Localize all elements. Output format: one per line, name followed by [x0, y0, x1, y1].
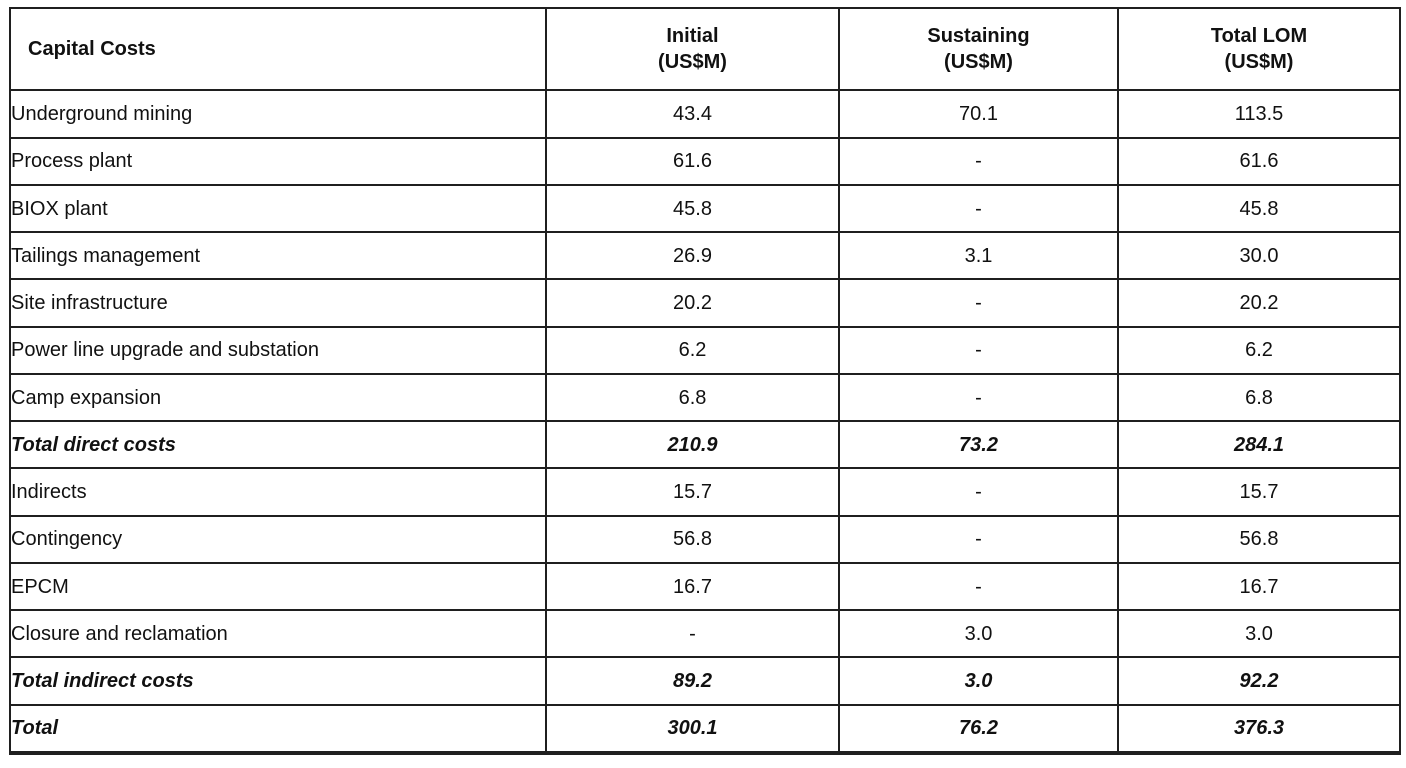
sustaining-value: -: [838, 514, 1119, 564]
capital-costs-table: Capital Costs Initial (US$M) Sustaining …: [9, 6, 1401, 755]
row-label: Indirects: [9, 467, 547, 517]
total-lom-value: 45.8: [1117, 183, 1401, 234]
sustaining-value: 73.2: [838, 420, 1119, 470]
sustaining-value: -: [838, 183, 1119, 234]
row-label: Camp expansion: [9, 372, 547, 423]
sustaining-value: -: [838, 372, 1119, 423]
row-label: Process plant: [9, 136, 547, 186]
sustaining-value: 70.1: [838, 89, 1119, 139]
initial-value: 20.2: [545, 278, 840, 328]
row-label: BIOX plant: [9, 183, 547, 234]
sustaining-value: 3.0: [838, 609, 1119, 659]
table-row: Contingency 56.8 - 56.8: [9, 514, 1401, 564]
row-label: Closure and reclamation: [9, 609, 547, 659]
header-sustaining: Sustaining (US$M): [838, 6, 1119, 92]
table-row: Process plant 61.6 - 61.6: [9, 136, 1401, 186]
total-lom-value: 20.2: [1117, 278, 1401, 328]
initial-value: 16.7: [545, 561, 840, 612]
sustaining-value: -: [838, 467, 1119, 517]
total-lom-value: 30.0: [1117, 231, 1401, 281]
total-lom-value: 61.6: [1117, 136, 1401, 186]
total-lom-value: 16.7: [1117, 561, 1401, 612]
initial-value: 6.8: [545, 372, 840, 423]
table-row: Tailings management 26.9 3.1 30.0: [9, 231, 1401, 281]
initial-value: 56.8: [545, 514, 840, 564]
sustaining-value: -: [838, 278, 1119, 328]
row-label: Total direct costs: [9, 420, 547, 470]
initial-value: -: [545, 609, 840, 659]
initial-value: 45.8: [545, 183, 840, 234]
table-row: EPCM 16.7 - 16.7: [9, 561, 1401, 612]
total-lom-value: 15.7: [1117, 467, 1401, 517]
table-row: Underground mining 43.4 70.1 113.5: [9, 89, 1401, 139]
row-label: Total indirect costs: [9, 656, 547, 706]
total-lom-value: 56.8: [1117, 514, 1401, 564]
table-row: Closure and reclamation - 3.0 3.0: [9, 609, 1401, 659]
sustaining-value: 3.0: [838, 656, 1119, 706]
header-initial: Initial (US$M): [545, 6, 840, 92]
total-lom-value: 6.8: [1117, 372, 1401, 423]
sustaining-value: 76.2: [838, 703, 1119, 755]
initial-value: 210.9: [545, 420, 840, 470]
row-label: Site infrastructure: [9, 278, 547, 328]
total-lom-value: 92.2: [1117, 656, 1401, 706]
total-lom-value: 284.1: [1117, 420, 1401, 470]
row-label: EPCM: [9, 561, 547, 612]
total-lom-value: 3.0: [1117, 609, 1401, 659]
table-row-grand-total: Total 300.1 76.2 376.3: [9, 703, 1401, 755]
table-header-row: Capital Costs Initial (US$M) Sustaining …: [9, 6, 1401, 92]
initial-value: 26.9: [545, 231, 840, 281]
initial-value: 300.1: [545, 703, 840, 755]
row-label: Contingency: [9, 514, 547, 564]
total-lom-value: 6.2: [1117, 325, 1401, 375]
total-lom-value: 376.3: [1117, 703, 1401, 755]
sustaining-value: 3.1: [838, 231, 1119, 281]
header-capital-costs: Capital Costs: [9, 6, 547, 92]
row-label: Total: [9, 703, 547, 755]
sustaining-value: -: [838, 325, 1119, 375]
table-row-total-indirect: Total indirect costs 89.2 3.0 92.2: [9, 656, 1401, 706]
table-row: Indirects 15.7 - 15.7: [9, 467, 1401, 517]
row-label: Underground mining: [9, 89, 547, 139]
initial-value: 61.6: [545, 136, 840, 186]
sustaining-value: -: [838, 561, 1119, 612]
table-row-total-direct: Total direct costs 210.9 73.2 284.1: [9, 420, 1401, 470]
table-row: Site infrastructure 20.2 - 20.2: [9, 278, 1401, 328]
sustaining-value: -: [838, 136, 1119, 186]
row-label: Power line upgrade and substation: [9, 325, 547, 375]
header-total-lom: Total LOM (US$M): [1117, 6, 1401, 92]
initial-value: 15.7: [545, 467, 840, 517]
row-label: Tailings management: [9, 231, 547, 281]
initial-value: 89.2: [545, 656, 840, 706]
table-row: Camp expansion 6.8 - 6.8: [9, 372, 1401, 423]
table-row: Power line upgrade and substation 6.2 - …: [9, 325, 1401, 375]
initial-value: 6.2: [545, 325, 840, 375]
total-lom-value: 113.5: [1117, 89, 1401, 139]
initial-value: 43.4: [545, 89, 840, 139]
table-row: BIOX plant 45.8 - 45.8: [9, 183, 1401, 234]
